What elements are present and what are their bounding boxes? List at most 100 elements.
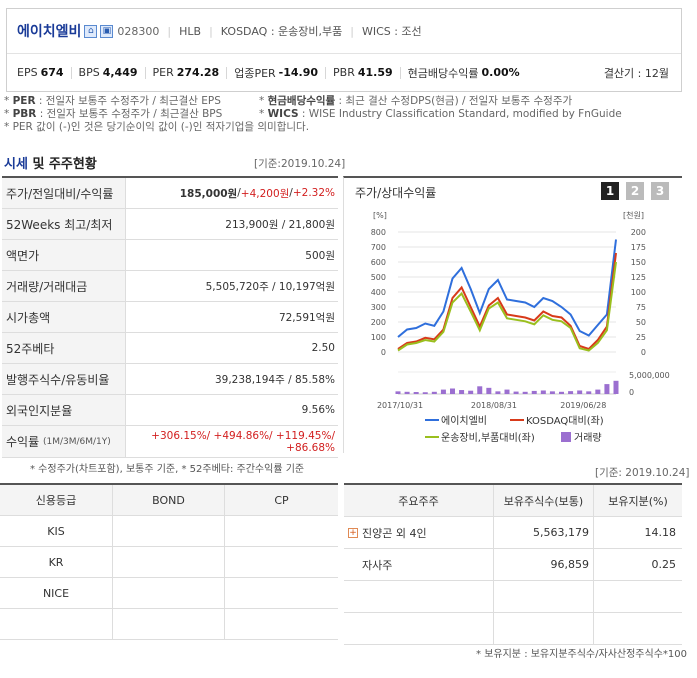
volume-bar	[559, 391, 564, 394]
volume-bar	[477, 386, 483, 394]
volume-bar	[604, 384, 610, 394]
return-period: (1M/3M/6M/1Y)	[42, 436, 111, 447]
row-label: 52Weeks 최고/최저	[2, 209, 126, 239]
agency-name: KR	[0, 547, 113, 577]
row-value: 39,238,194주 / 85.58%	[214, 373, 335, 386]
agency-name: KIS	[0, 516, 113, 546]
legend-kosdaq: KOSDAQ대비(좌)	[526, 415, 604, 427]
metrics-bar: EPS 674 BPS 4,449 PER 274.28 업종PER -14.90 PB…	[7, 54, 681, 91]
legend-industry: 운송장비,부품대비(좌)	[441, 432, 535, 444]
y-left-tick: 100	[371, 333, 386, 342]
row-value: 213,900원 / 21,800원	[225, 218, 335, 231]
table-row: + 진양곤 외 4인 5,563,179 14.18	[344, 517, 682, 549]
y-right-tick: 75	[636, 303, 646, 312]
volume-bar	[440, 389, 446, 394]
volume-bar	[613, 380, 619, 394]
market-info: KOSDAQ : 운송장비,부품	[220, 25, 343, 38]
y-right-tick: 150	[631, 258, 646, 267]
volume-tick: 5,000,000	[629, 371, 670, 380]
y-right-tick: 50	[636, 318, 646, 327]
table-row: 발행주식수/유동비율 39,238,194주 / 85.58%	[2, 364, 338, 395]
holder-shares: 5,563,179	[494, 517, 594, 548]
holder-pct: 0.25	[651, 558, 677, 571]
y-left-tick: 300	[371, 303, 386, 312]
volume-bar	[513, 391, 519, 394]
row-label: 거래량/거래대금	[2, 271, 126, 301]
company-name[interactable]: 에이치엘비	[17, 24, 82, 40]
note-pbr-text: : 전일자 보통주 수정주가 / 최근결산 BPS	[36, 108, 223, 120]
row-label: 52주베타	[2, 333, 126, 363]
table-row: 거래량/거래대금 5,505,720주 / 10,197억원	[2, 271, 338, 302]
y-right-tick: 100	[631, 288, 646, 297]
volume-bar	[522, 391, 528, 394]
metric-bps-label: BPS	[78, 66, 100, 79]
row-label: 외국인지분율	[2, 395, 126, 425]
table-row: NICE	[0, 578, 338, 609]
table-row: 외국인지분율 9.56%	[2, 395, 338, 426]
table-header: 신용등급 BOND CP	[0, 485, 338, 516]
note-per-key: PER	[12, 95, 36, 107]
group-name: HLB	[179, 24, 202, 38]
legend-hlb: 에이치엘비	[441, 414, 487, 427]
metric-industry-per-value: -14.90	[278, 66, 319, 79]
volume-bar	[422, 392, 428, 394]
header-pct: 보유지분(%)	[594, 485, 682, 516]
table-row: KIS	[0, 516, 338, 547]
volume-bar	[459, 390, 465, 394]
metric-eps-label: EPS	[17, 66, 38, 79]
base-date-top: [기준:2019.10.24]	[254, 158, 346, 170]
return-label: 수익률	[6, 435, 40, 449]
home-icon[interactable]: ⌂	[84, 24, 98, 38]
row-value: 9.56%	[301, 404, 335, 416]
price-rate: +2.32%	[292, 187, 335, 199]
y-right-tick: 125	[631, 273, 646, 282]
section-title: 시세 및 주주현황	[4, 153, 97, 172]
section-title-rest: 및 주주현황	[27, 157, 97, 172]
price-change: +4,200원	[240, 187, 290, 200]
y-left-tick: 800	[371, 228, 386, 237]
holder-name[interactable]: 진양곤 외 4인	[362, 526, 427, 540]
footnote-adjusted-price: * 수정주가(차트포함), 보통주 기준, * 52주베타: 주간수익률 기준	[30, 464, 305, 475]
report-icon[interactable]: ▣	[100, 24, 114, 38]
note-wics-text: : WISE Industry Classification Standard,…	[298, 108, 622, 120]
volume-bar	[431, 391, 437, 394]
legend-volume: 거래량	[574, 432, 602, 444]
chart-tab-1[interactable]: 1	[601, 182, 619, 200]
metric-per-label: PER	[152, 66, 174, 79]
expand-plus-icon[interactable]: +	[348, 527, 358, 538]
table-row: 52Weeks 최고/최저 213,900원 / 21,800원	[2, 209, 338, 240]
table-row	[0, 609, 338, 640]
table-row	[344, 613, 682, 645]
row-label: 액면가	[2, 240, 126, 270]
y-right-tick: 175	[631, 243, 646, 252]
table-row: 액면가 500원	[2, 240, 338, 271]
metric-industry-per-label: 업종PER	[234, 66, 276, 80]
metric-bps-value: 4,449	[102, 66, 138, 79]
quote-table: 주가/전일대비/수익률 185,000원 / +4,200원 / +2.32% …	[2, 176, 338, 458]
row-value: 500원	[305, 249, 335, 262]
header-bond: BOND	[113, 485, 225, 515]
row-label: 발행주식수/유동비율	[2, 364, 126, 394]
row-label: 시가총액	[2, 302, 126, 332]
note-wics-key: WICS	[267, 108, 299, 120]
note-per-negative: * PER 값이 (-)인 것은 당기순이익 값이 (-)인 적자기업을 의미합…	[4, 121, 310, 133]
x-tick: 2019/06/28	[560, 401, 606, 410]
volume-bar	[568, 391, 574, 394]
row-value: 2.50	[311, 342, 335, 354]
chart-title: 주가/상대수익률	[355, 186, 437, 200]
holder-name: 자사주	[344, 549, 494, 580]
chart-tab-2[interactable]: 2	[626, 182, 644, 200]
header-cp: CP	[274, 493, 289, 507]
chart-tab-3[interactable]: 3	[651, 182, 669, 200]
y-right-tick: 0	[641, 348, 646, 357]
wics-info: WICS : 조선	[361, 25, 422, 38]
metric-per-value: 274.28	[176, 66, 220, 79]
volume-bar	[395, 391, 401, 394]
volume-bar	[404, 391, 410, 394]
series-line-0	[397, 239, 617, 338]
agency-name: NICE	[0, 578, 113, 608]
header-holder: 주요주주	[344, 485, 494, 516]
company-code: 028300	[117, 24, 160, 38]
volume-bar	[468, 390, 474, 394]
note-per-text: : 전일자 보통주 수정주가 / 최근결산 EPS	[35, 95, 221, 107]
